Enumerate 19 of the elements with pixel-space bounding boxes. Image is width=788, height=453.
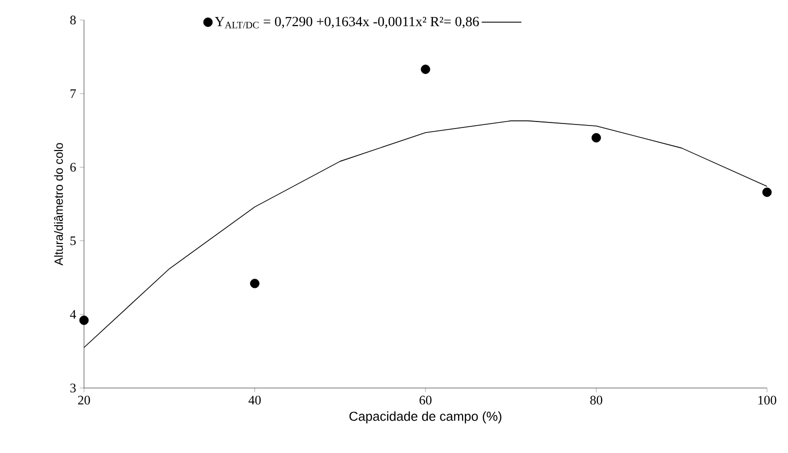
y-tick-label: 3 xyxy=(70,384,76,392)
point xyxy=(250,278,260,288)
y-tick-label: 5 xyxy=(70,236,76,246)
legend-label: Y$_{ALT/DC}$ = 0,7290 +0,1634x -0,0011x² R²= 0,86 xyxy=(214,16,479,28)
x-tick-label: 20 xyxy=(78,396,90,405)
y-tick-label: 6 xyxy=(70,162,76,172)
y-axis-title: Altura/diâmetro do colo xyxy=(54,143,63,266)
point xyxy=(79,316,89,325)
y-tick-label: 8 xyxy=(70,16,76,24)
point xyxy=(762,188,772,197)
x-tick-label: 100 xyxy=(758,396,776,405)
point xyxy=(420,64,430,74)
x-tick-label: 40 xyxy=(248,396,261,405)
y-tick-label: 7 xyxy=(70,89,76,98)
x-axis-title: Capacidade de campo (%) xyxy=(349,411,502,424)
x-tick-label: 80 xyxy=(590,396,602,405)
y-tick-label: 4 xyxy=(70,310,76,319)
point xyxy=(592,133,601,142)
x-tick-label: 60 xyxy=(420,396,432,405)
